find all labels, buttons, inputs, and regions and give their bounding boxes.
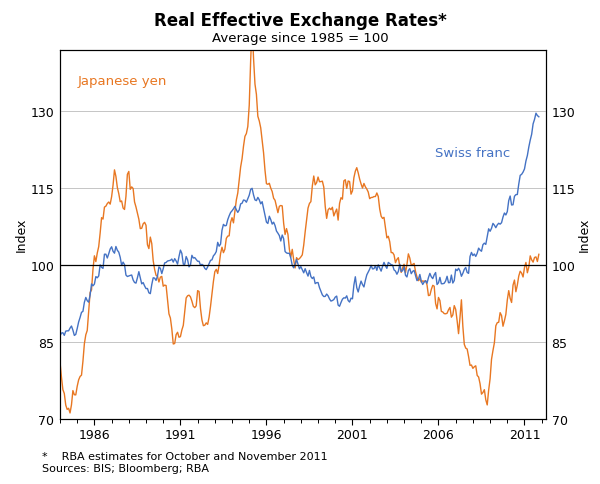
Y-axis label: Index: Index bbox=[578, 218, 591, 252]
Text: Japanese yen: Japanese yen bbox=[77, 75, 167, 88]
Text: Real Effective Exchange Rates*: Real Effective Exchange Rates* bbox=[154, 12, 446, 30]
Text: Average since 1985 = 100: Average since 1985 = 100 bbox=[212, 31, 388, 45]
Text: Swiss franc: Swiss franc bbox=[435, 147, 510, 160]
Text: Sources: BIS; Bloomberg; RBA: Sources: BIS; Bloomberg; RBA bbox=[42, 463, 209, 473]
Y-axis label: Index: Index bbox=[15, 218, 28, 252]
Text: *    RBA estimates for October and November 2011: * RBA estimates for October and November… bbox=[42, 451, 328, 461]
